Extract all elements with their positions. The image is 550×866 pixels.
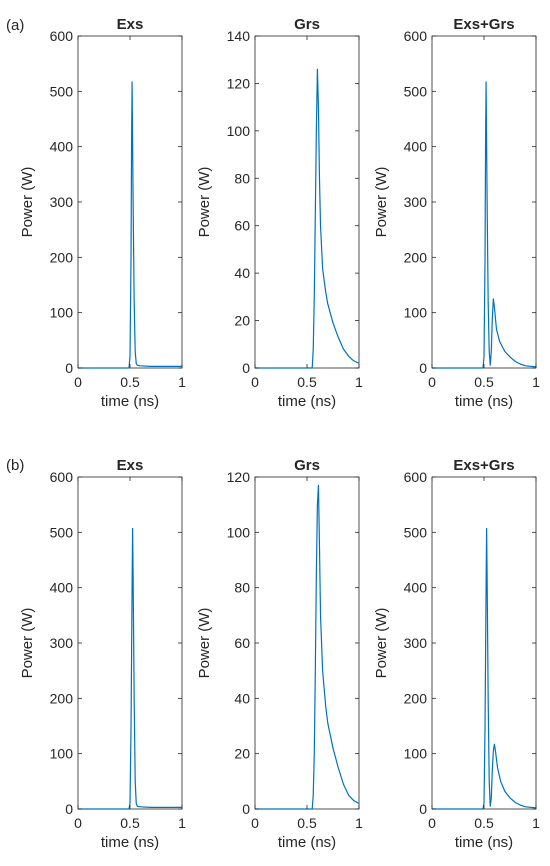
chart-5-axes-box: [254, 476, 360, 810]
chart-3-xlabel: time (ns): [455, 393, 513, 410]
chart-3-series-line: [432, 81, 537, 369]
chart-6-ytick-label-5: 500: [404, 524, 428, 540]
chart-2-ytick-label-0: 0: [242, 360, 250, 376]
chart-1-ytick-label-2: 200: [50, 249, 74, 265]
chart-4-ytick-label-0: 0: [65, 801, 73, 817]
chart-2-xtick-label-2: 1: [355, 374, 363, 390]
chart-2-ytick-label-7: 140: [227, 28, 251, 44]
chart-1-xtick-label-0: 0: [74, 374, 82, 390]
chart-4-title: Exs: [117, 457, 144, 474]
chart-4-ytick-label-3: 300: [50, 635, 74, 651]
chart-5-ytick-label-4: 80: [234, 580, 250, 596]
chart-1-ytick-label-0: 0: [65, 360, 73, 376]
chart-6-xtick-label-1: 0.5: [474, 815, 494, 831]
chart-4-series-line: [78, 527, 182, 810]
chart-6-title: Exs+Grs: [453, 457, 514, 474]
chart-6-xlabel: time (ns): [455, 834, 513, 851]
chart-2-ytick-label-1: 20: [234, 313, 250, 329]
chart-3-ytick-label-2: 200: [404, 249, 428, 265]
chart-3-ytick-label-6: 600: [404, 28, 428, 44]
chart-6-ytick-label-0: 0: [419, 801, 427, 817]
chart-2-xtick-label-1: 0.5: [297, 374, 317, 390]
chart-1-ytick-label-4: 400: [50, 139, 74, 155]
chart-1-xlabel: time (ns): [101, 393, 159, 410]
chart-2-ytick-label-2: 40: [234, 265, 250, 281]
chart-6-xtick-label-0: 0: [428, 815, 436, 831]
chart-3-ytick-label-4: 400: [404, 139, 428, 155]
chart-1-ytick-label-5: 500: [50, 83, 74, 99]
chart-2-ytick-label-4: 80: [234, 170, 250, 186]
panel-label-b: (b): [6, 457, 25, 474]
chart-5-ylabel: Power (W): [196, 608, 213, 679]
chart-4-xlabel: time (ns): [101, 834, 159, 851]
chart-3-ylabel: Power (W): [373, 167, 390, 238]
chart-5-xtick-label-1: 0.5: [297, 815, 317, 831]
chart-5-xtick-label-0: 0: [251, 815, 259, 831]
chart-5-ytick-label-0: 0: [242, 801, 250, 817]
chart-3-xtick-label-2: 1: [532, 374, 540, 390]
chart-6-series-line: [432, 527, 537, 810]
chart-3-xtick-label-0: 0: [428, 374, 436, 390]
chart-1-xtick-label-2: 1: [178, 374, 186, 390]
chart-4-ytick-label-6: 600: [50, 469, 74, 485]
chart-4-ytick-label-4: 400: [50, 580, 74, 596]
chart-4-xtick-label-0: 0: [74, 815, 82, 831]
panel-label-a: (a): [6, 17, 25, 34]
chart-6-ytick-label-2: 200: [404, 690, 428, 706]
chart-3-ytick-label-0: 0: [419, 360, 427, 376]
chart-5-xlabel: time (ns): [278, 834, 336, 851]
chart-6-ytick-label-1: 100: [404, 746, 428, 762]
chart-6-xtick-label-2: 1: [532, 815, 540, 831]
chart-2-xtick-label-0: 0: [251, 374, 259, 390]
chart-1-title: Exs: [117, 16, 144, 33]
chart-4-ytick-label-1: 100: [50, 746, 74, 762]
chart-1-ytick-label-6: 600: [50, 28, 74, 44]
chart-2-ylabel: Power (W): [196, 167, 213, 238]
chart-4-xtick-label-2: 1: [178, 815, 186, 831]
chart-3-ytick-label-3: 300: [404, 194, 428, 210]
chart-5-ytick-label-5: 100: [227, 524, 251, 540]
chart-3-ytick-label-5: 500: [404, 83, 428, 99]
chart-2-ytick-label-3: 60: [234, 218, 250, 234]
chart-4-xtick-label-1: 0.5: [120, 815, 140, 831]
chart-2-axes-box: [254, 35, 360, 369]
chart-1-ytick-label-1: 100: [50, 305, 74, 321]
chart-6-ytick-label-4: 400: [404, 580, 428, 596]
chart-1-xtick-label-1: 0.5: [120, 374, 140, 390]
chart-2-xlabel: time (ns): [278, 393, 336, 410]
chart-6-ytick-label-6: 600: [404, 469, 428, 485]
chart-2-ytick-label-6: 120: [227, 75, 251, 91]
chart-3-xtick-label-1: 0.5: [474, 374, 494, 390]
chart-2-ytick-label-5: 100: [227, 123, 251, 139]
chart-6-ylabel: Power (W): [373, 608, 390, 679]
chart-3-title: Exs+Grs: [453, 16, 514, 33]
chart-5-series-line: [255, 484, 360, 810]
chart-5-xtick-label-2: 1: [355, 815, 363, 831]
chart-5-ytick-label-2: 40: [234, 690, 250, 706]
chart-4-ylabel: Power (W): [19, 608, 36, 679]
chart-2-title: Grs: [294, 16, 320, 33]
chart-1-ytick-label-3: 300: [50, 194, 74, 210]
chart-5-title: Grs: [294, 457, 320, 474]
chart-4-ytick-label-5: 500: [50, 524, 74, 540]
chart-5-ytick-label-3: 60: [234, 635, 250, 651]
chart-1-ylabel: Power (W): [19, 167, 36, 238]
chart-5-ytick-label-6: 120: [227, 469, 251, 485]
chart-5-ytick-label-1: 20: [234, 746, 250, 762]
chart-4-ytick-label-2: 200: [50, 690, 74, 706]
chart-6-ytick-label-3: 300: [404, 635, 428, 651]
chart-1-series-line: [78, 81, 182, 369]
chart-3-ytick-label-1: 100: [404, 305, 428, 321]
chart-2-series-line: [255, 68, 360, 369]
